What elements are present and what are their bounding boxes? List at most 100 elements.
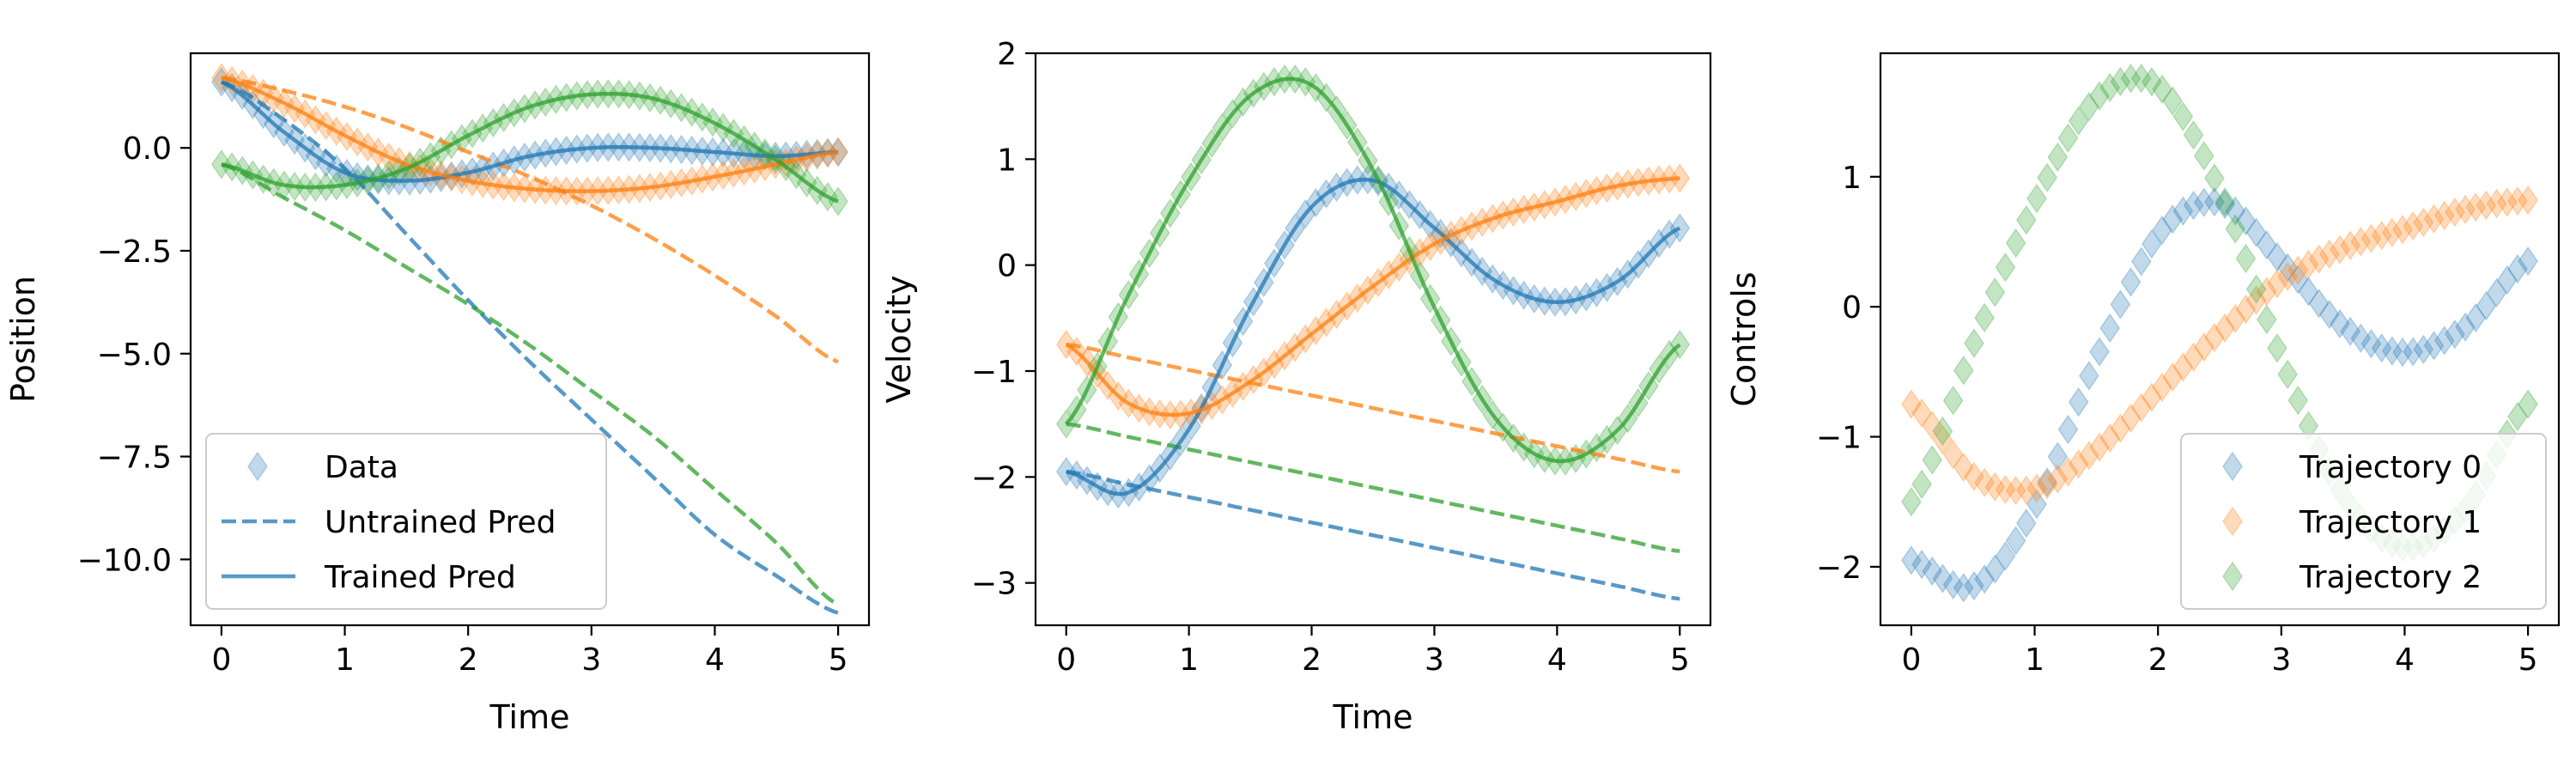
controls-data-point — [2486, 188, 2507, 219]
controls-data-point — [2465, 192, 2487, 222]
controls-data-point — [2162, 362, 2184, 393]
controls-data-point — [2507, 253, 2528, 284]
controls-data-point — [2423, 331, 2445, 361]
controls-x-tick-label: 0 — [1901, 642, 1921, 678]
controls-data-point — [2152, 372, 2172, 403]
controls-y-tick-label: −2 — [1816, 551, 1862, 586]
legend-trajectory-diamond — [2222, 506, 2243, 537]
controls-data-point — [2403, 337, 2424, 367]
controls-data-point — [2413, 334, 2434, 365]
controls-data-point — [2518, 389, 2539, 420]
legend-data-diamond — [247, 451, 268, 482]
controls-y-tick-label: 0 — [1842, 290, 1862, 326]
velocity-y-tick-label: −3 — [971, 567, 1017, 602]
controls-data-point — [2204, 163, 2225, 193]
velocity-x-axis-label: Time — [1333, 698, 1413, 736]
controls-data-point — [2215, 189, 2235, 220]
controls-x-tick-label: 3 — [2271, 642, 2291, 678]
controls-data-point — [2057, 414, 2079, 445]
controls-data-point — [2256, 277, 2277, 307]
controls-data-point — [1911, 398, 1932, 429]
controls-data-point — [2099, 72, 2121, 103]
controls-data-point — [2037, 466, 2058, 497]
velocity-untrained-pred-line-1 — [1066, 342, 1680, 474]
controls-data-point — [2110, 289, 2131, 320]
position-untrained-pred-line-1 — [221, 76, 839, 364]
controls-data-point — [2330, 308, 2350, 339]
controls-data-point — [2078, 361, 2099, 391]
controls-data-point — [2057, 123, 2079, 154]
controls-data-point — [2413, 207, 2434, 238]
controls-data-point — [2340, 316, 2361, 347]
controls-data-point — [2476, 190, 2497, 221]
controls-data-point — [1995, 474, 2016, 505]
controls-data-point — [2392, 214, 2413, 245]
position-trained-pred-line-0 — [220, 80, 839, 183]
controls-data-point — [2287, 385, 2309, 416]
controls-data-point — [2026, 473, 2047, 503]
controls-data-point — [2037, 162, 2058, 193]
controls-data-point — [1922, 410, 1943, 441]
legend-data-marker — [247, 451, 268, 482]
controls-data-point — [2308, 288, 2330, 319]
controls-data-point — [2152, 215, 2172, 246]
controls-data-point — [1984, 554, 2006, 584]
controls-data-point — [2172, 352, 2194, 382]
controls-data-point — [2078, 91, 2099, 122]
controls-data-point — [1953, 355, 1974, 386]
controls-data-point — [2005, 475, 2026, 506]
position-untrained-pred-line-0 — [221, 80, 839, 615]
velocity-y-tick-label: 1 — [997, 143, 1017, 178]
controls-data-point — [2350, 323, 2372, 354]
controls-data-point — [2403, 210, 2424, 241]
controls-data-point — [2350, 227, 2372, 257]
velocity-untrained-pred-line-2 — [1066, 422, 1680, 553]
controls-data-point — [2371, 220, 2392, 251]
controls-data-point — [2130, 393, 2152, 423]
position-axes-frame — [189, 52, 871, 627]
controls-data-point — [2099, 313, 2121, 344]
controls-data-point — [1900, 545, 1922, 575]
controls-data-point — [2235, 243, 2257, 274]
controls-data-point — [2433, 200, 2455, 231]
controls-data-point — [2287, 265, 2309, 295]
position-y-tick-label: −5.0 — [97, 338, 172, 373]
controls-data-point — [2256, 304, 2277, 335]
controls-data-point — [1995, 541, 2016, 571]
controls-data-point — [2015, 204, 2037, 235]
position-x-tick-label: 5 — [829, 642, 848, 678]
position-x-axis-label: Time — [489, 698, 570, 736]
controls-data-point — [1942, 569, 1964, 600]
controls-data-point — [2204, 322, 2225, 353]
controls-data-point — [2141, 66, 2162, 97]
controls-data-point — [2026, 489, 2047, 520]
controls-data-point — [2183, 119, 2204, 150]
controls-data-point — [1974, 563, 1996, 594]
velocity-x-tick-label: 3 — [1425, 642, 1444, 678]
controls-data-point — [1911, 469, 1932, 500]
velocity-plot-area — [1055, 64, 1691, 601]
controls-data-point — [2141, 382, 2162, 412]
position-untrained-pred-line-2 — [221, 162, 840, 606]
position-y-tick-label: −10.0 — [77, 543, 172, 578]
controls-data-point — [2298, 277, 2319, 307]
velocity-untrained-pred-line-0 — [1066, 469, 1680, 601]
controls-data-point — [2078, 441, 2099, 471]
controls-data-point — [2444, 197, 2465, 228]
legend-label-trajectory-2: Trajectory 2 — [2299, 560, 2482, 595]
controls-x-tick-label: 1 — [2025, 642, 2044, 678]
controls-data-point — [2267, 332, 2287, 363]
controls-data-point — [2298, 249, 2319, 280]
position-trained-pred-line-1 — [221, 76, 839, 193]
controls-data-point — [2005, 228, 2026, 259]
position-x-tick-label: 2 — [459, 642, 478, 678]
controls-data-point — [2193, 332, 2215, 362]
velocity-x-tick-label: 4 — [1547, 642, 1567, 678]
controls-data-point — [2518, 246, 2539, 277]
controls-data-point — [2172, 196, 2194, 227]
controls-data-point — [1900, 486, 1922, 517]
controls-data-point — [2183, 342, 2204, 373]
controls-data-point — [2318, 239, 2340, 270]
controls-data-point — [2120, 267, 2142, 297]
